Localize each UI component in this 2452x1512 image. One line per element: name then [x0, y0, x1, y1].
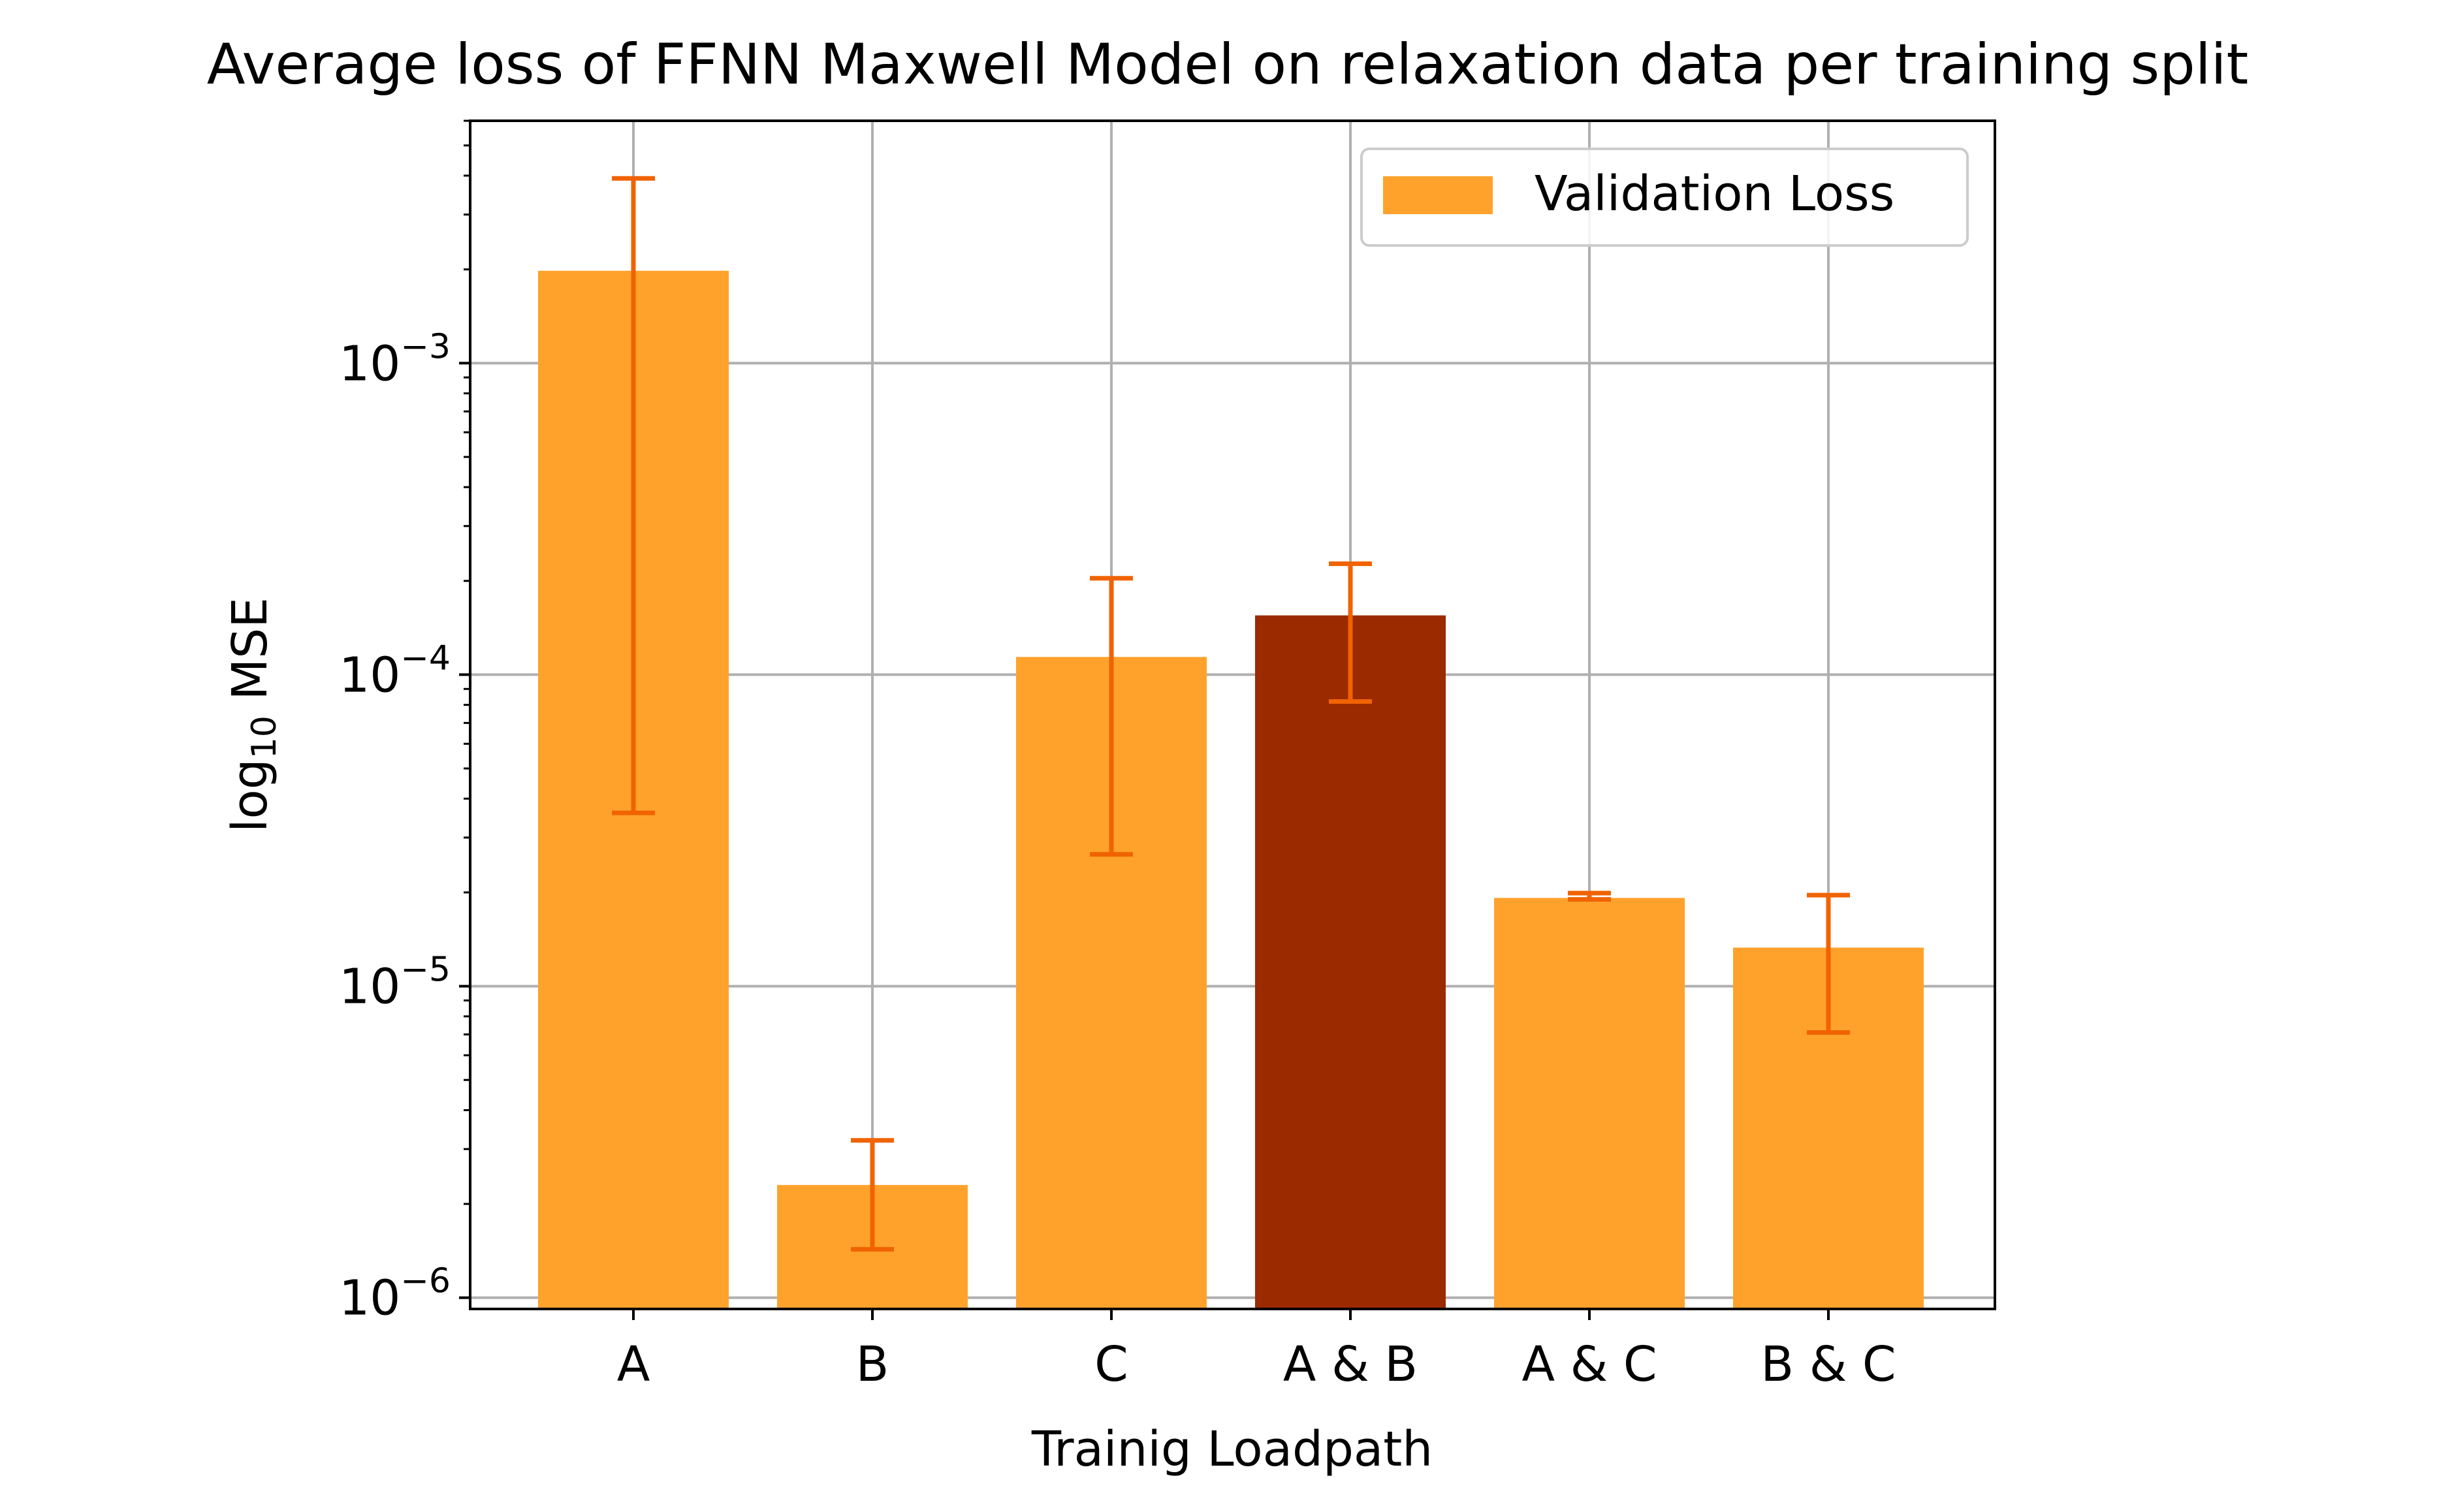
- y-tick-label-exponent-3: −3: [400, 327, 451, 366]
- y-tick-label-2: 10−4: [339, 638, 451, 703]
- y-tick-label-base-1: 10: [339, 959, 400, 1015]
- y-tick-label-0: 10−6: [339, 1262, 451, 1327]
- legend-swatch: [1383, 176, 1493, 214]
- y-axis-label-suffix: MSE: [222, 597, 278, 716]
- y-axis-label-prefix: log: [222, 759, 278, 832]
- y-tick-label-exponent-2: −4: [400, 638, 451, 678]
- legend-entry-label: Validation Loss: [1535, 166, 1894, 222]
- legend-frame: [1360, 148, 1969, 247]
- x-tick-label-0: A: [617, 1336, 650, 1393]
- x-tick-label-4: A & C: [1521, 1336, 1657, 1393]
- x-tick-label-2: C: [1094, 1336, 1128, 1393]
- y-tick-label-exponent-0: −6: [400, 1262, 451, 1301]
- x-tick-label-5: B & C: [1760, 1336, 1896, 1393]
- error-bar-4: [1568, 890, 1611, 902]
- chart-title: Average loss of FFNN Maxwell Model on re…: [207, 32, 2249, 97]
- plot-frame: [469, 119, 1996, 1310]
- y-tick-label-base-0: 10: [339, 1270, 400, 1327]
- y-tick-label-base-3: 10: [339, 336, 400, 392]
- x-tick-label-1: B: [856, 1336, 889, 1393]
- y-tick-label-exponent-1: −5: [400, 951, 451, 990]
- y-axis: 10−610−510−410−3: [339, 119, 470, 1327]
- y-axis-label-subscript: 10: [245, 716, 284, 759]
- error-bar-1: [851, 1138, 894, 1252]
- bar-4: [1494, 898, 1685, 1309]
- y-tick-label-1: 10−5: [339, 951, 451, 1015]
- error-bars: [612, 176, 1850, 1252]
- bar-3: [1255, 615, 1446, 1309]
- error-bar-2: [1090, 576, 1133, 857]
- y-tick-label-3: 10−3: [339, 327, 451, 392]
- y-tick-label-base-2: 10: [339, 647, 400, 703]
- x-axis-label: Trainig Loadpath: [1031, 1421, 1433, 1477]
- error-bar-5: [1807, 892, 1850, 1035]
- legend: Validation Loss: [1360, 148, 1969, 247]
- error-bar-3: [1329, 561, 1372, 704]
- bars: [538, 270, 1924, 1310]
- error-bar-0: [612, 176, 655, 815]
- y-axis-label: log10 MSE: [222, 597, 284, 832]
- x-tick-label-3: A & B: [1283, 1336, 1418, 1393]
